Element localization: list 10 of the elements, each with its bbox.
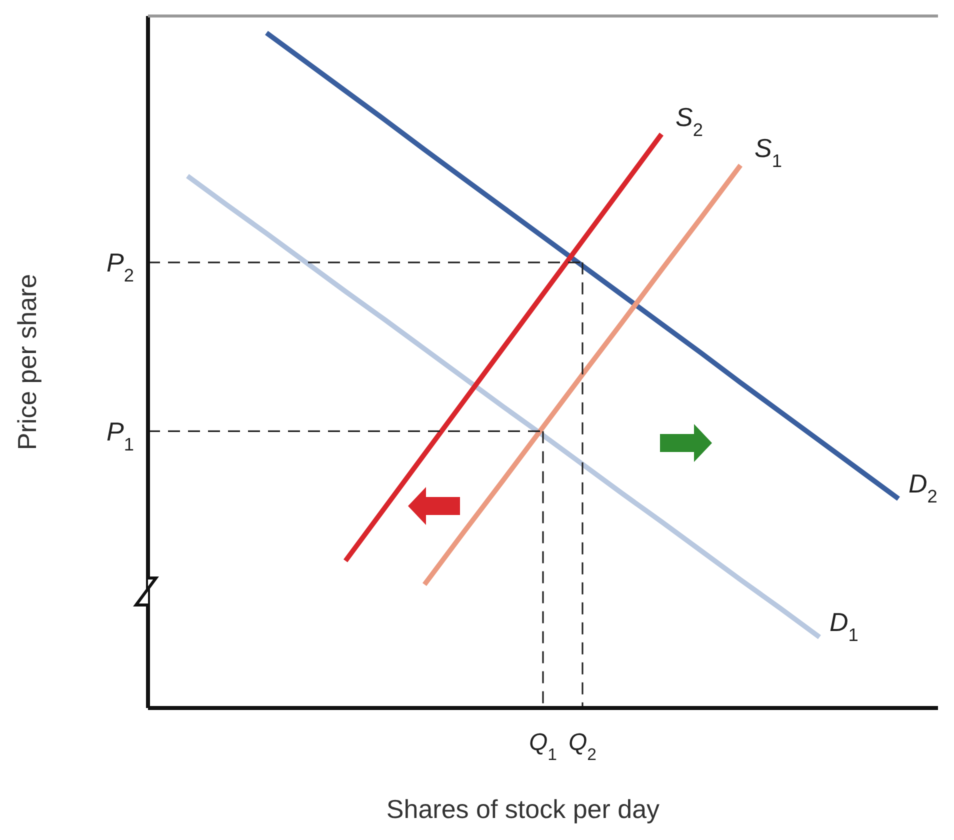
series-label: S$_{1}$ — [754, 133, 782, 172]
x-tick-label: Q$_{2}$ — [568, 729, 597, 764]
y-axis-title: Price per share — [12, 274, 42, 450]
series-label: P$_{1}$ — [106, 416, 134, 454]
series-label: D$_{2}$ — [908, 468, 938, 507]
series-label: S$_{2}$ — [676, 102, 703, 140]
x-tick-label: Q$_{1}$ — [528, 729, 558, 764]
series-label: D$_{1}$ — [830, 607, 858, 646]
x-axis-title: Shares of stock per day — [386, 794, 660, 824]
series-label: P$_{2}$ — [106, 248, 134, 286]
